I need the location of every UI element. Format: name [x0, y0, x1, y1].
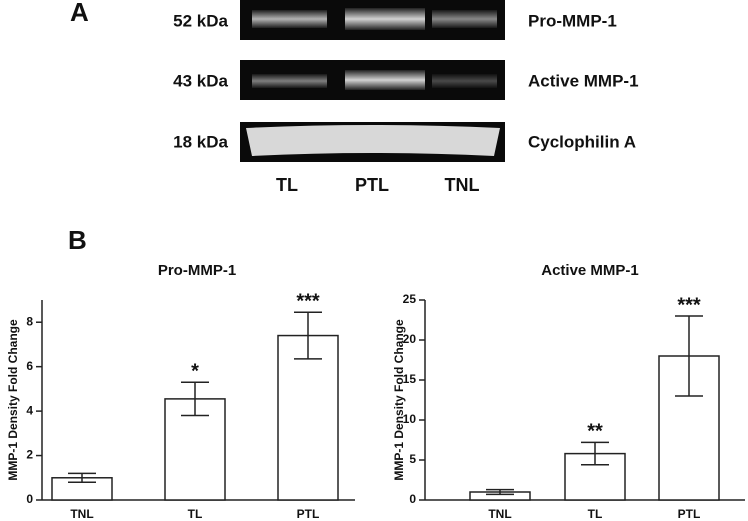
- panel-label: B: [68, 225, 87, 255]
- significance: ***: [677, 294, 701, 316]
- band-protein: Cyclophilin A: [528, 132, 636, 151]
- error-bar: [486, 488, 514, 496]
- error-bar: [181, 381, 209, 417]
- y-tick-label: 20: [403, 332, 417, 346]
- y-tick-label: 0: [26, 492, 33, 506]
- y-tick-label: 0: [409, 492, 416, 506]
- y-tick-label: 6: [26, 359, 33, 373]
- y-tick-label: 2: [26, 448, 33, 462]
- y-axis-label: MMP-1 Density Fold Change: [6, 319, 20, 481]
- x-tick-label: TNL: [70, 507, 93, 521]
- significance: **: [587, 421, 603, 443]
- band-size: 52 kDa: [173, 11, 228, 30]
- y-axis-label: MMP-1 Density Fold Change: [392, 319, 406, 481]
- lane-label: TL: [276, 175, 298, 195]
- error-bar: [294, 311, 322, 360]
- x-tick-label: TL: [188, 507, 203, 521]
- y-tick-label: 15: [403, 372, 417, 386]
- error-bar: [581, 441, 609, 466]
- y-tick-label: 25: [403, 292, 417, 306]
- significance: *: [191, 361, 199, 383]
- error-bar: [68, 472, 96, 483]
- y-tick-label: 10: [403, 412, 417, 426]
- x-tick-label: TL: [588, 507, 603, 521]
- y-tick-label: 5: [409, 452, 416, 466]
- significance: ***: [296, 291, 320, 313]
- x-tick-label: PTL: [297, 507, 320, 521]
- band-size: 18 kDa: [173, 132, 228, 151]
- y-tick-label: 4: [26, 403, 33, 417]
- band-protein: Pro-MMP-1: [528, 11, 617, 30]
- x-tick-label: PTL: [678, 507, 701, 521]
- x-tick-label: TNL: [488, 507, 511, 521]
- band-protein: Active MMP-1: [528, 71, 639, 90]
- y-tick-label: 8: [26, 314, 33, 328]
- blot: [240, 0, 505, 162]
- bar: [277, 334, 339, 501]
- chart-title: Pro-MMP-1: [158, 262, 236, 279]
- lane-label: TNL: [445, 175, 480, 195]
- band-size: 43 kDa: [173, 71, 228, 90]
- lane-label: PTL: [355, 175, 389, 195]
- panel-label: A: [70, 0, 89, 27]
- error-bar: [675, 315, 703, 397]
- chart-title: Active MMP-1: [541, 262, 639, 279]
